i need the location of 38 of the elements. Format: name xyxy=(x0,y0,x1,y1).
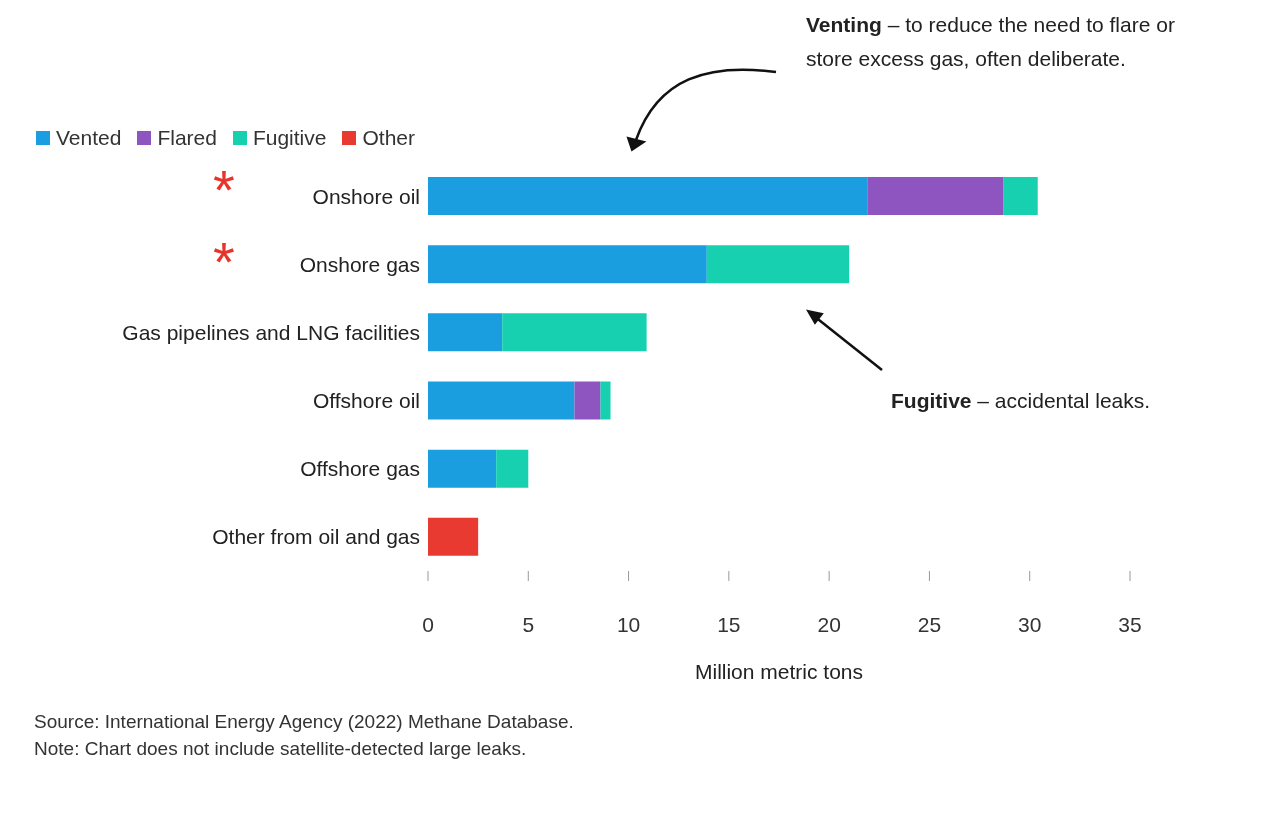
bar xyxy=(428,245,707,284)
text: * xyxy=(213,158,235,222)
y-tick-label: Gas pipelines and LNG facilities xyxy=(122,320,420,344)
bar xyxy=(496,449,529,488)
text: Venting – to reduce the need to flare or store excess gas, often deliberate. xyxy=(806,12,1176,72)
bar xyxy=(502,313,647,352)
bar xyxy=(428,313,503,352)
y-tick-label: Offshore gas xyxy=(300,457,420,481)
y-tick-label: Offshore oil xyxy=(313,389,420,413)
legend-label: Other xyxy=(361,126,415,150)
text: * xyxy=(213,230,235,294)
bar xyxy=(867,177,1004,215)
y-tick-label: Onshore oil xyxy=(312,184,420,208)
bar xyxy=(428,449,497,488)
x-tick-label: 30 xyxy=(1018,612,1042,636)
annotation: Fugitive – accidental leaks. xyxy=(891,388,1152,414)
y-tick-label: Onshore gas xyxy=(299,252,420,276)
bar xyxy=(428,517,479,556)
x-tick-label: 10 xyxy=(616,612,641,636)
x-tick-label: 25 xyxy=(917,612,942,636)
bar xyxy=(428,177,868,215)
bar xyxy=(600,381,611,420)
legend-label: Vented xyxy=(55,126,122,150)
source-note: Source: International Energy Agency (2022) Methane Database. xyxy=(34,710,575,734)
x-tick-label: 5 xyxy=(522,612,535,636)
bar xyxy=(706,245,850,284)
x-tick-label: 15 xyxy=(717,612,741,636)
text: Note: Chart does not include satellite-detected large leaks. xyxy=(34,737,528,761)
legend-label: Fugitive xyxy=(251,126,327,150)
bar xyxy=(428,381,575,420)
y-tick-label: Other from oil and gas xyxy=(212,525,420,549)
x-tick-label: 35 xyxy=(1118,612,1142,636)
x-axis-title: Million metric tons xyxy=(694,660,864,683)
legend-label: Flared xyxy=(156,126,217,150)
bar xyxy=(574,381,601,420)
x-tick-label: 20 xyxy=(817,612,841,636)
bar xyxy=(1003,177,1038,215)
x-tick-label: 0 xyxy=(422,612,434,636)
